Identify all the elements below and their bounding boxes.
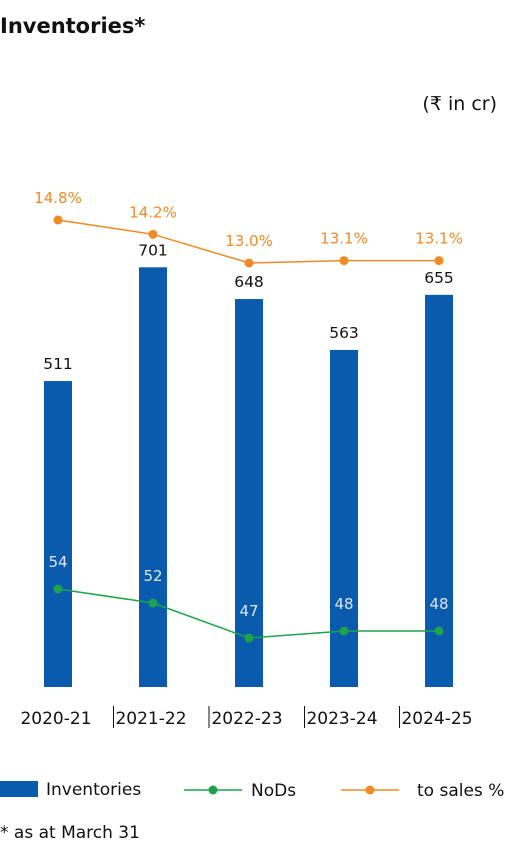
to-sales-value-label: 13.1%	[320, 230, 368, 248]
to-sales-value-label: 14.2%	[129, 203, 177, 221]
legend-label-inventories: Inventories	[46, 780, 141, 800]
legend-label-nods: NoDs	[251, 781, 296, 801]
nods-point	[244, 633, 254, 643]
bar-2021-22	[139, 267, 167, 687]
nods-value-label: 48	[334, 595, 353, 613]
legend-marker-to-sales	[365, 785, 375, 795]
footnote: * as at March 31	[0, 823, 140, 843]
bar-value-label: 648	[234, 273, 264, 291]
nods-value-label: 47	[239, 602, 258, 620]
bar-2020-21	[44, 381, 72, 687]
to-sales-value-label: 13.1%	[415, 230, 463, 248]
legend-label-to-sales: to sales %	[417, 781, 504, 801]
bar-2024-25	[425, 294, 453, 687]
nods-point	[53, 584, 63, 594]
chart-title: Inventories*	[0, 14, 145, 38]
nods-value-label: 52	[143, 567, 162, 585]
to-sales-point	[244, 258, 254, 268]
bar-value-label: 655	[424, 269, 454, 287]
bar-labels-group: 511 701 648 563 655	[43, 241, 454, 373]
nods-point	[434, 626, 444, 636]
x-tick-label: 2020-21	[20, 709, 91, 729]
unit-note: (₹ in cr)	[422, 93, 497, 115]
bar-value-label: 563	[329, 324, 359, 342]
x-tick-label: 2023-24	[306, 709, 377, 729]
to-sales-value-label: 13.0%	[225, 232, 273, 250]
x-axis: 2020-21 2021-22 2022-23 2023-24 2024-25	[20, 706, 473, 729]
nods-point	[339, 626, 349, 636]
legend-swatch-inventories	[0, 781, 38, 797]
x-tick-label: 2022-23	[211, 709, 282, 729]
bars-group	[44, 267, 453, 687]
to-sales-point	[148, 229, 158, 239]
bar-value-label: 701	[138, 241, 168, 259]
bar-2022-23	[235, 299, 263, 687]
bar-2023-24	[330, 349, 358, 687]
legend: Inventories NoDs to sales %	[0, 780, 504, 801]
nods-line-group: 54 52 47 48 48	[48, 553, 449, 643]
to-sales-point	[339, 256, 349, 266]
to-sales-point	[53, 215, 63, 225]
bar-value-label: 511	[43, 355, 73, 373]
nods-point	[148, 598, 158, 608]
nods-value-label: 48	[429, 595, 448, 613]
x-tick-label: 2021-22	[115, 709, 186, 729]
to-sales-point	[434, 256, 444, 266]
to-sales-value-label: 14.8%	[34, 189, 82, 207]
legend-marker-nods	[208, 785, 218, 795]
nods-value-label: 54	[48, 553, 67, 571]
x-tick-label: 2024-25	[401, 709, 472, 729]
to-sales-line-group: 14.8% 14.2% 13.0% 13.1% 13.1%	[34, 189, 463, 268]
